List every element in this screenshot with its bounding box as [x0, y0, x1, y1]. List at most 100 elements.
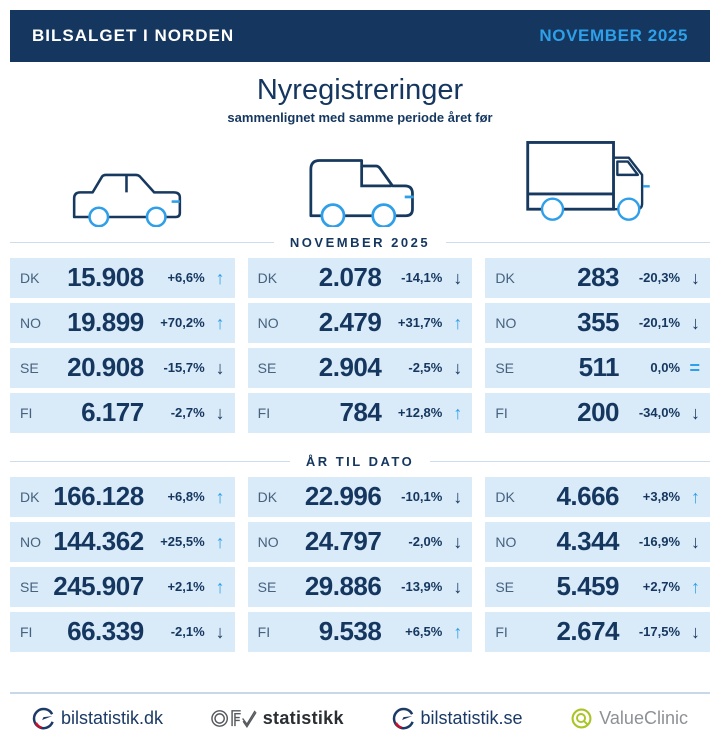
country-label: SE [257, 359, 277, 376]
change-percent: +25,5% [160, 534, 205, 550]
change-percent: -2,1% [170, 624, 205, 640]
valueclinic-logo[interactable]: ValueClinic [570, 707, 688, 730]
trend-down-icon: ↓ [691, 402, 701, 423]
country-label: NO [495, 314, 517, 331]
logo-label: bilstatistik.dk [61, 708, 164, 728]
change-percent: -34,0% [638, 405, 681, 421]
change-percent: -2,0% [408, 534, 443, 550]
change-percent: +31,7% [397, 315, 443, 331]
country-label: SE [20, 359, 39, 376]
trend-down-icon: ↓ [453, 531, 463, 552]
change-percent: +2,1% [167, 579, 205, 595]
van-column-header [243, 131, 476, 227]
change-percent: +2,7% [642, 579, 681, 595]
divider-line [430, 460, 711, 462]
stat-row: NO 19.899 +70,2% ↑ [10, 302, 235, 343]
gauge-icon [32, 707, 54, 730]
stat-grid-ytd: DK 166.128 +6,8% ↑ NO 144.362 +25,5% ↑ SE 245.907… [10, 476, 711, 652]
stat-row: NO 2.479 +31,7% ↑ [247, 302, 473, 343]
registration-count: 5.459 [556, 571, 620, 602]
header-bar: BILSALGET I NORDEN NOVEMBER 2025 [10, 10, 710, 62]
car-icon [72, 173, 181, 227]
country-label: DK [495, 269, 515, 286]
divider-line [446, 241, 710, 243]
divider-line [10, 241, 274, 243]
trend-up-icon: ↑ [691, 486, 701, 507]
trend-down-icon: ↓ [691, 531, 701, 552]
stat-row: FI 2.674 -17,5% ↓ [485, 611, 711, 652]
registration-count: 9.538 [318, 616, 382, 647]
stat-row: FI 200 -34,0% ↓ [485, 392, 711, 433]
change-percent: +70,2% [160, 315, 205, 331]
stat-row: FI 66.339 -2,1% ↓ [10, 611, 235, 652]
stat-row: NO 355 -20,1% ↓ [485, 302, 711, 343]
trend-down-icon: ↓ [691, 621, 701, 642]
logo-row: bilstatistik.dk statistikk bil [0, 694, 720, 730]
bilstatistik-se-logo[interactable]: bilstatistik.se [392, 707, 523, 730]
country-label: SE [257, 578, 277, 595]
change-percent: +6,6% [167, 270, 205, 286]
country-label: NO [257, 314, 279, 331]
page-subtitle: sammenlignet med samme periode året før [227, 109, 493, 125]
period-label: NOVEMBER 2025 [539, 26, 688, 45]
stat-column-car: DK 15.908 +6,6% ↑ NO 19.899 +70,2% ↑ SE 20.908 -15… [10, 257, 235, 433]
stat-row: SE 29.886 -13,9% ↓ [247, 566, 473, 607]
section-label: NOVEMBER 2025 [289, 234, 431, 250]
stat-column-van: DK 2.078 -14,1% ↓ NO 2.479 +31,7% ↑ SE 2.904 -2,5%… [247, 257, 473, 433]
trend-up-icon: ↑ [215, 486, 225, 507]
bilstatistik-dk-logo[interactable]: bilstatistik.dk [32, 707, 163, 730]
trend-down-icon: ↓ [691, 267, 701, 288]
ofv-statistikk-logo[interactable]: statistikk [210, 707, 344, 730]
country-label: FI [257, 404, 271, 421]
trend-down-icon: ↓ [453, 486, 463, 507]
registration-count: 283 [577, 262, 620, 293]
registration-count: 511 [578, 352, 620, 383]
country-label: FI [495, 404, 508, 421]
registration-count: 20.908 [67, 352, 144, 383]
stat-row: NO 24.797 -2,0% ↓ [247, 521, 473, 562]
trend-down-icon: ↓ [215, 357, 225, 378]
trend-down-icon: ↓ [453, 576, 463, 597]
infographic: BILSALGET I NORDEN NOVEMBER 2025 Nyregis… [0, 10, 720, 730]
registration-count: 22.996 [304, 481, 382, 512]
registration-count: 784 [339, 397, 382, 428]
country-label: DK [20, 488, 40, 505]
stat-row: NO 4.344 -16,9% ↓ [485, 521, 711, 562]
country-label: FI [495, 623, 508, 640]
country-label: NO [495, 533, 517, 550]
trend-up-icon: ↑ [453, 621, 463, 642]
stat-row: SE 2.904 -2,5% ↓ [247, 347, 473, 388]
trend-down-icon: ↓ [691, 312, 701, 333]
registration-count: 15.908 [67, 262, 144, 293]
stat-row: SE 5.459 +2,7% ↑ [485, 566, 711, 607]
country-label: NO [257, 533, 279, 550]
registration-count: 19.899 [67, 307, 144, 338]
country-label: DK [257, 488, 278, 505]
country-label: DK [257, 269, 278, 286]
country-label: SE [495, 578, 515, 595]
stat-row: DK 22.996 -10,1% ↓ [247, 476, 473, 517]
stat-row: SE 20.908 -15,7% ↓ [10, 347, 235, 388]
section-label: ÅR TIL DATO [305, 453, 415, 469]
logo-label: statistikk [262, 708, 344, 728]
page-title: Nyregistreringer [256, 74, 464, 106]
change-percent: -2,7% [170, 405, 205, 421]
registration-count: 24.797 [304, 526, 382, 557]
change-percent: +12,8% [397, 405, 443, 421]
country-label: SE [495, 359, 515, 376]
country-label: FI [20, 404, 33, 421]
stat-row: DK 2.078 -14,1% ↓ [247, 257, 473, 298]
trend-up-icon: ↑ [691, 576, 701, 597]
change-percent: -10,1% [401, 489, 443, 505]
stat-row: SE 245.907 +2,1% ↑ [10, 566, 235, 607]
stat-row: NO 144.362 +25,5% ↑ [10, 521, 235, 562]
country-label: FI [20, 623, 33, 640]
country-label: DK [20, 269, 40, 286]
gauge-icon [392, 707, 414, 730]
q-ring-icon [571, 708, 592, 729]
registration-count: 2.674 [556, 616, 620, 647]
trend-up-icon: ↑ [215, 531, 225, 552]
registration-count: 245.907 [53, 571, 144, 602]
change-percent: 0,0% [650, 360, 681, 376]
stat-column-truck: DK 283 -20,3% ↓ NO 355 -20,1% ↓ SE 511 0,0% = FI 200 -… [485, 257, 711, 433]
